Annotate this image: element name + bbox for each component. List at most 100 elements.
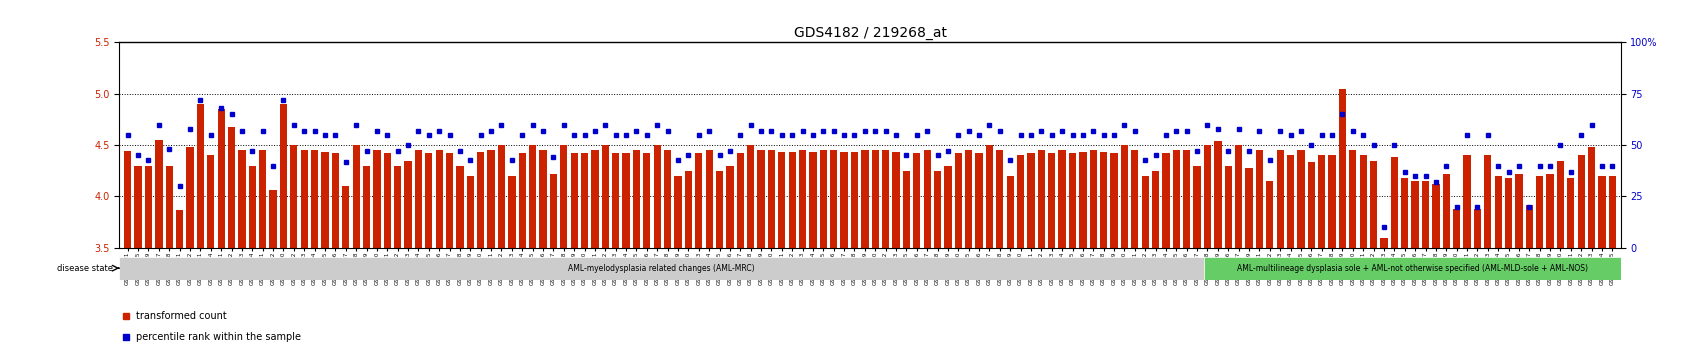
Bar — [206, 155, 215, 248]
Bar — [1006, 176, 1013, 248]
Bar — [757, 150, 764, 248]
Bar — [777, 152, 784, 248]
Text: transformed count: transformed count — [136, 311, 227, 321]
Bar — [549, 174, 558, 248]
Bar — [1483, 155, 1490, 248]
Bar — [975, 153, 982, 248]
Bar — [1026, 153, 1033, 248]
Bar — [1308, 161, 1315, 248]
Bar — [1296, 150, 1304, 248]
Bar — [404, 161, 411, 248]
Bar — [1318, 155, 1325, 248]
Bar — [902, 171, 909, 248]
Bar — [1349, 150, 1355, 248]
Bar — [135, 166, 142, 248]
Bar — [1182, 150, 1190, 248]
Bar — [1587, 147, 1594, 248]
Bar — [228, 127, 235, 248]
Bar — [1432, 184, 1439, 248]
Bar — [1524, 205, 1533, 248]
Bar — [1359, 155, 1366, 248]
Bar — [1442, 174, 1449, 248]
Bar — [353, 145, 360, 248]
Bar — [425, 153, 431, 248]
Bar — [985, 145, 992, 248]
Bar — [955, 153, 962, 248]
Bar — [186, 147, 194, 248]
Bar — [343, 186, 350, 248]
Bar — [592, 150, 598, 248]
Bar — [290, 145, 297, 248]
Bar — [176, 210, 182, 248]
Bar — [435, 150, 443, 248]
Bar — [363, 166, 370, 248]
Bar — [559, 145, 568, 248]
Bar — [747, 145, 754, 248]
Bar — [684, 171, 692, 248]
Bar — [1100, 152, 1107, 248]
Bar — [518, 153, 525, 248]
Bar — [1338, 89, 1345, 248]
Bar — [165, 166, 172, 248]
Bar — [394, 166, 401, 248]
Bar — [643, 153, 650, 248]
Bar — [726, 166, 733, 248]
Bar — [218, 109, 225, 248]
Bar — [798, 150, 806, 248]
Bar — [1141, 176, 1147, 248]
Bar — [488, 150, 494, 248]
Bar — [1473, 209, 1480, 248]
Bar — [673, 176, 682, 248]
Bar — [1089, 150, 1096, 248]
Bar — [1390, 158, 1396, 248]
Bar — [1151, 171, 1158, 248]
Bar — [1286, 155, 1294, 248]
Bar — [1463, 155, 1470, 248]
Bar — [249, 166, 256, 248]
Bar — [384, 153, 390, 248]
Bar — [653, 145, 660, 248]
Bar — [119, 257, 1204, 280]
Bar — [1204, 257, 1620, 280]
Bar — [1557, 161, 1563, 248]
Bar — [1079, 152, 1086, 248]
Bar — [1275, 150, 1284, 248]
Bar — [633, 150, 639, 248]
Bar — [1545, 174, 1553, 248]
Bar — [1369, 161, 1376, 248]
Bar — [1161, 153, 1170, 248]
Bar — [1069, 153, 1076, 248]
Bar — [1379, 238, 1386, 248]
Bar — [1255, 150, 1262, 248]
Bar — [196, 104, 205, 248]
Bar — [124, 151, 131, 248]
Bar — [851, 152, 858, 248]
Bar — [767, 150, 774, 248]
Bar — [912, 153, 921, 248]
Bar — [1328, 155, 1335, 248]
Bar — [788, 152, 795, 248]
Bar — [1577, 155, 1584, 248]
Bar — [808, 152, 817, 248]
Bar — [1171, 150, 1180, 248]
Text: disease state: disease state — [58, 264, 113, 273]
Bar — [1057, 150, 1066, 248]
Text: percentile rank within the sample: percentile rank within the sample — [136, 332, 302, 342]
Bar — [841, 152, 847, 248]
Bar — [477, 152, 484, 248]
Bar — [965, 150, 972, 248]
Bar — [498, 145, 505, 248]
Bar — [1598, 176, 1604, 248]
Bar — [945, 166, 951, 248]
Bar — [1534, 176, 1543, 248]
Bar — [239, 150, 246, 248]
Bar — [414, 150, 421, 248]
Bar — [602, 145, 609, 248]
Bar — [622, 153, 629, 248]
Bar — [1214, 141, 1221, 248]
Bar — [269, 190, 276, 248]
Bar — [155, 140, 162, 248]
Bar — [996, 150, 1003, 248]
Bar — [1514, 174, 1521, 248]
Bar — [1608, 176, 1615, 248]
